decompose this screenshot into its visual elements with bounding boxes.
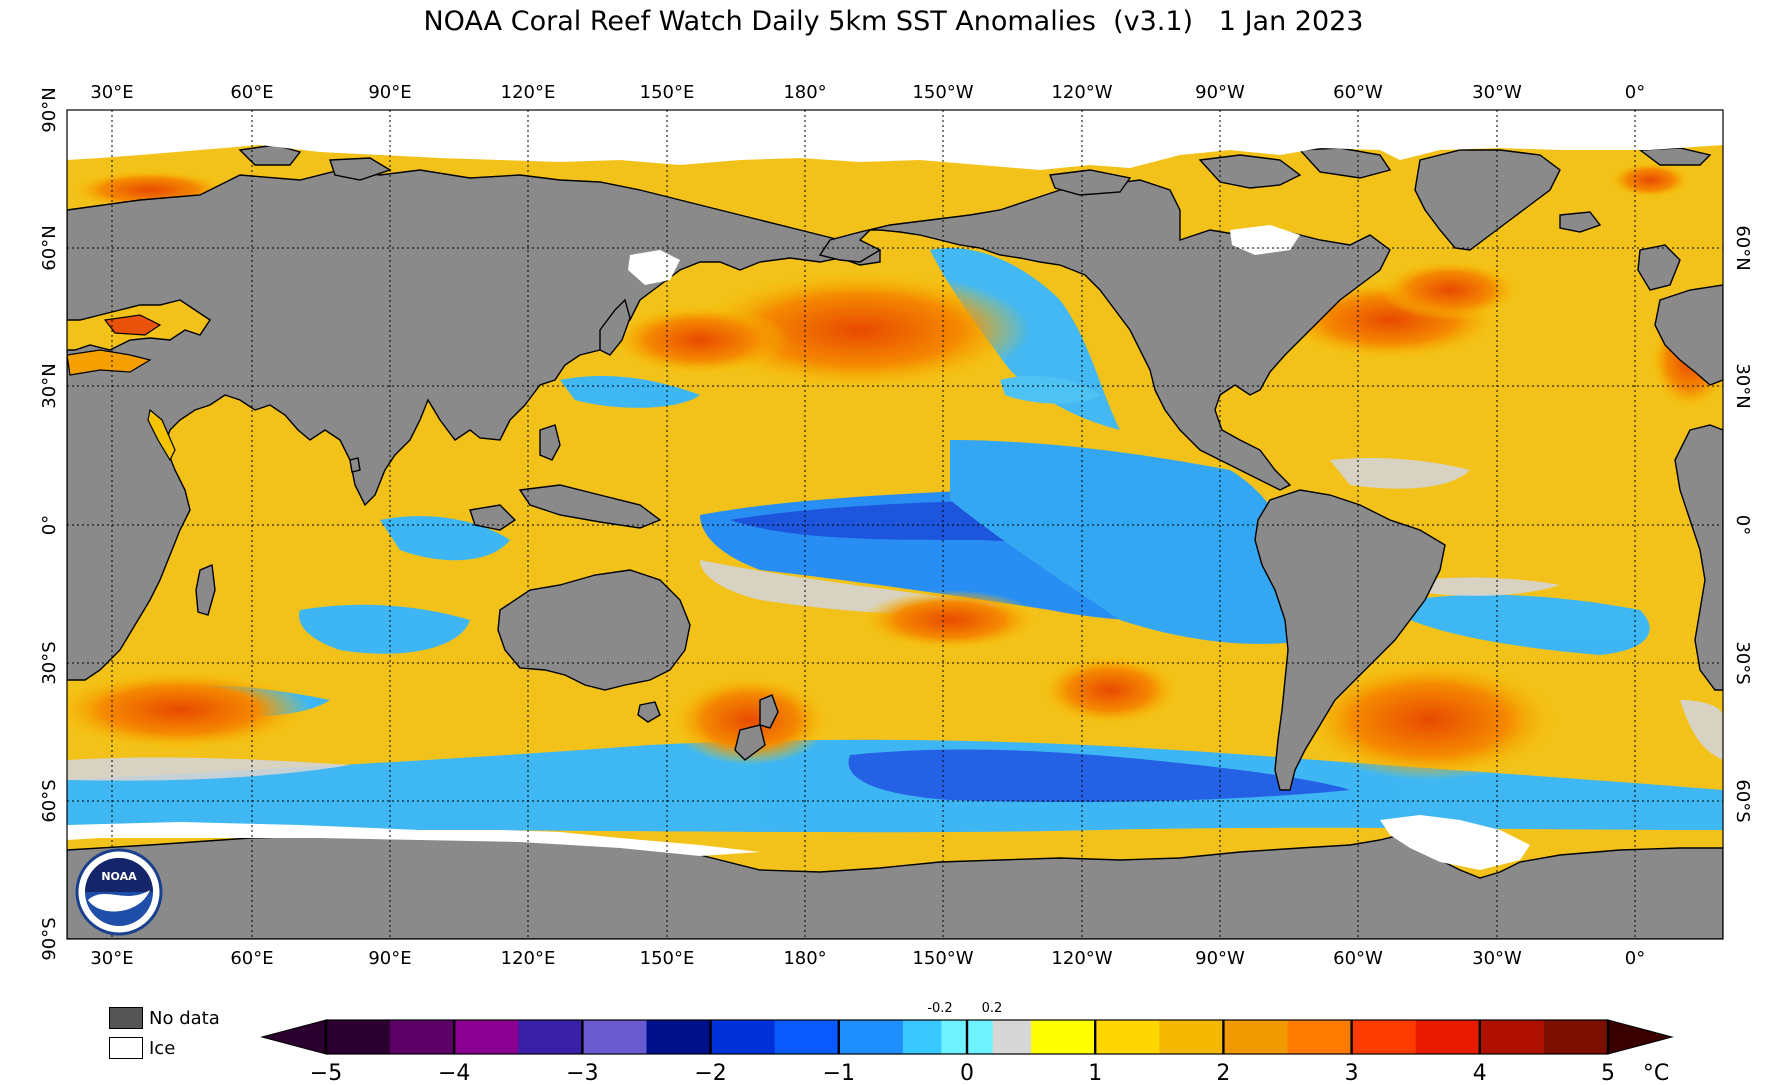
lat-tick-left: 60°N bbox=[39, 225, 60, 270]
lat-tick-left: 90°S bbox=[39, 917, 60, 960]
latitude-ticks-left: 90°N 60°N 30°N 0° 30°S 60°S 90°S bbox=[39, 87, 60, 960]
colorbar-segment bbox=[1095, 1020, 1160, 1054]
lon-tick-bottom: 180° bbox=[783, 948, 826, 969]
colorbar-segment bbox=[1031, 1020, 1096, 1054]
colorbar-high-extend bbox=[1607, 1019, 1674, 1055]
legend-no-data: No data bbox=[109, 1006, 220, 1030]
colorbar-low-extend bbox=[260, 1019, 327, 1055]
lon-tick-bottom: 30°W bbox=[1472, 948, 1522, 969]
colorbar-segment bbox=[902, 1020, 942, 1054]
colorbar-segment bbox=[1479, 1020, 1545, 1054]
colorbar-segment bbox=[1159, 1020, 1224, 1054]
lon-tick-bottom: 90°E bbox=[368, 948, 411, 969]
colorbar-segment bbox=[326, 1020, 391, 1054]
latitude-ticks-right: 60°N 30°N 0° 30°S 60°S bbox=[1732, 225, 1753, 822]
colorbar-tick-label: −2 bbox=[694, 1061, 726, 1085]
colorbar-segment bbox=[1351, 1020, 1417, 1054]
colorbar-tick-label: −5 bbox=[310, 1061, 342, 1085]
colorbar-segment bbox=[992, 1020, 1032, 1054]
colorbar-unit: °C bbox=[1643, 1061, 1669, 1085]
lat-tick-right: 60°S bbox=[1732, 779, 1753, 822]
lat-tick-left: 0° bbox=[39, 515, 60, 535]
colorbar-segment bbox=[1287, 1020, 1353, 1054]
ice-swatch bbox=[109, 1037, 143, 1059]
lat-tick-left: 30°S bbox=[39, 641, 60, 684]
lon-tick-top: 120°E bbox=[501, 82, 556, 103]
colorbar-segments bbox=[326, 1020, 1609, 1054]
lon-tick-bottom: 90°W bbox=[1195, 948, 1245, 969]
longitude-ticks-top: 30°E 60°E 90°E 120°E 150°E 180° 150°W 12… bbox=[90, 82, 1645, 103]
lon-tick-top: 60°W bbox=[1333, 82, 1383, 103]
lat-tick-right: 30°S bbox=[1732, 641, 1753, 684]
lon-tick-top: 90°W bbox=[1195, 82, 1245, 103]
legend-ice: Ice bbox=[109, 1036, 175, 1060]
lon-tick-top: 30°E bbox=[90, 82, 133, 103]
colorbar-tick-label: −3 bbox=[566, 1061, 598, 1085]
lat-tick-right: 60°N bbox=[1732, 225, 1753, 270]
longitude-ticks-bottom: 30°E 60°E 90°E 120°E 150°E 180° 150°W 12… bbox=[90, 948, 1645, 969]
noaa-logo: NOAA bbox=[75, 848, 163, 936]
colorbar-tick-label: −1 bbox=[823, 1061, 855, 1085]
lat-tick-left: 60°S bbox=[39, 779, 60, 822]
lat-tick-right: 0° bbox=[1732, 515, 1753, 535]
ice-label: Ice bbox=[149, 1037, 176, 1059]
colorbar-tick-label: 5 bbox=[1601, 1061, 1615, 1085]
lat-tick-right: 30°N bbox=[1732, 363, 1753, 408]
colorbar-segment bbox=[646, 1020, 712, 1054]
colorbar-tick-label: 0 bbox=[960, 1061, 974, 1085]
colorbar: -0.2 0.2 −5 −4 −3 −2 −1 0 1 2 3 4 5 °C bbox=[260, 1001, 1674, 1085]
map-canvas bbox=[67, 110, 1723, 939]
colorbar-labels: −5 −4 −3 −2 −1 0 1 2 3 4 5 bbox=[310, 1061, 1615, 1085]
lon-tick-top: 0° bbox=[1625, 82, 1645, 103]
colorbar-segment bbox=[582, 1020, 647, 1054]
no-data-swatch bbox=[109, 1007, 143, 1029]
colorbar-neutral-high-label: 0.2 bbox=[982, 1001, 1003, 1016]
lon-tick-bottom: 30°E bbox=[90, 948, 133, 969]
cool-anomaly-regions bbox=[67, 248, 1723, 833]
inland-seas bbox=[67, 314, 176, 462]
colorbar-segment bbox=[774, 1020, 840, 1054]
map-frame bbox=[66, 109, 1724, 940]
colorbar-ticks bbox=[324, 1020, 1610, 1054]
lon-tick-top: 150°E bbox=[640, 82, 695, 103]
colorbar-tick-label: 1 bbox=[1088, 1061, 1102, 1085]
noaa-logo-text: NOAA bbox=[101, 870, 137, 883]
warm-anomaly-regions bbox=[67, 162, 1723, 780]
colorbar-segment bbox=[1223, 1020, 1288, 1054]
lon-tick-top: 150°W bbox=[912, 82, 973, 103]
colorbar-segment bbox=[454, 1020, 519, 1054]
lat-tick-left: 90°N bbox=[39, 87, 60, 132]
colorbar-tick-label: 2 bbox=[1216, 1061, 1230, 1085]
no-data-label: No data bbox=[149, 1007, 220, 1029]
lon-tick-top: 60°E bbox=[230, 82, 273, 103]
colorbar-tick-label: 3 bbox=[1345, 1061, 1359, 1085]
lon-tick-bottom: 60°W bbox=[1333, 948, 1383, 969]
colorbar-segment bbox=[1415, 1020, 1481, 1054]
map-title: NOAA Coral Reef Watch Daily 5km SST Anom… bbox=[423, 6, 1364, 37]
lon-tick-bottom: 120°W bbox=[1051, 948, 1112, 969]
lon-tick-bottom: 150°E bbox=[640, 948, 695, 969]
lon-tick-bottom: 0° bbox=[1625, 948, 1645, 969]
colorbar-segment bbox=[838, 1020, 904, 1054]
colorbar-segment bbox=[710, 1020, 776, 1054]
colorbar-tick-label: −4 bbox=[438, 1061, 470, 1085]
colorbar-segment bbox=[518, 1020, 583, 1054]
lon-tick-top: 120°W bbox=[1051, 82, 1112, 103]
lon-tick-bottom: 120°E bbox=[501, 948, 556, 969]
colorbar-neutral-low-label: -0.2 bbox=[927, 1001, 952, 1016]
lat-tick-left: 30°N bbox=[39, 363, 60, 408]
land-masses bbox=[67, 144, 1723, 939]
colorbar-tick-label: 4 bbox=[1473, 1061, 1487, 1085]
lon-tick-top: 180° bbox=[783, 82, 826, 103]
colorbar-segment bbox=[1543, 1020, 1609, 1054]
lon-tick-top: 90°E bbox=[368, 82, 411, 103]
lon-tick-top: 30°W bbox=[1472, 82, 1522, 103]
lon-tick-bottom: 150°W bbox=[912, 948, 973, 969]
graticule bbox=[67, 110, 1723, 939]
colorbar-segment bbox=[390, 1020, 455, 1054]
lon-tick-bottom: 60°E bbox=[230, 948, 273, 969]
